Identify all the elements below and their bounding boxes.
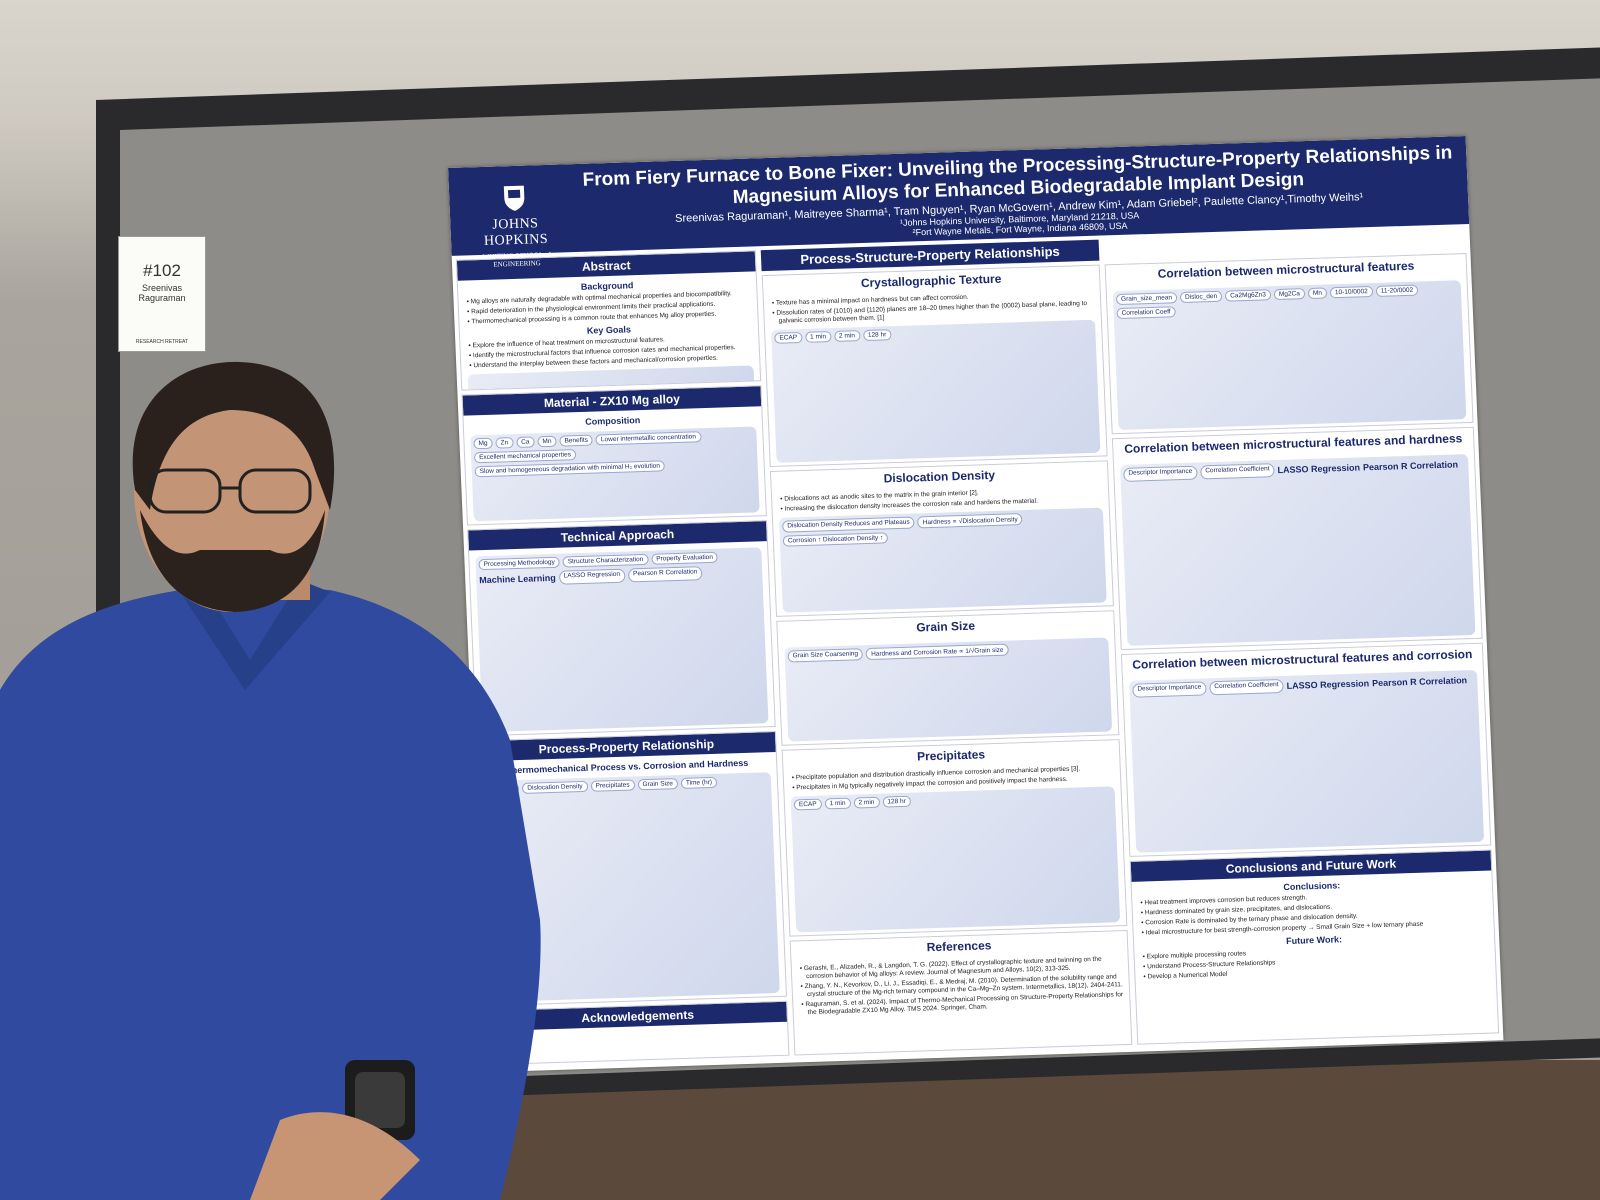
- poster-columns: AbstractBackgroundMg alloys are naturall…: [452, 224, 1504, 1069]
- poster-section: Dislocation DensityDislocations act as a…: [769, 460, 1114, 617]
- figure-label: Lower intermetallic concentration: [595, 431, 702, 446]
- subheading: LASSO Regression: [1286, 678, 1370, 691]
- figure: Descriptor Importance Correlation Coeffic…: [1120, 453, 1476, 646]
- figure-label: Structure Characterization: [562, 553, 649, 568]
- section-body: Descriptor Importance Correlation Coeffic…: [1114, 447, 1482, 649]
- figure-label: 2 min: [853, 796, 880, 809]
- section-body: Precipitate population and distribution …: [784, 760, 1127, 935]
- figure-label: Time (hr): [680, 777, 718, 790]
- figure-label: Grain Size Coarsening: [787, 648, 864, 663]
- logo-name: JOHNS HOPKINS: [483, 216, 549, 249]
- figure-label: ECAP: [774, 331, 803, 344]
- figure-label: Property Evaluation: [651, 551, 719, 565]
- figure-label: 10-10/0002: [1329, 286, 1374, 299]
- poster-section: PrecipitatesPrecipitate population and d…: [781, 739, 1128, 937]
- board-sign: #102 Sreenivas Raguraman RESEARCH RETREA…: [118, 236, 206, 352]
- poster-section: Correlation between microstructural feat…: [1104, 253, 1474, 434]
- figure-label: Descriptor Importance: [1123, 465, 1198, 482]
- figure: Dislocation Density Reduces and Plateaus…: [778, 507, 1107, 613]
- section-body: Texture has a minimal impact on hardness…: [764, 286, 1107, 466]
- figure-label: Corrosion ↑ Dislocation Density ↑: [782, 532, 889, 547]
- figure-label: Disloc_den: [1179, 290, 1223, 304]
- poster-section: Correlation between microstructural feat…: [1120, 642, 1492, 858]
- subheading: Pearson R Correlation: [1371, 675, 1468, 689]
- figure-label: Hardness ∝ √Dislocation Density: [917, 513, 1023, 529]
- poster-column: Process-Structure-Property Relationships…: [760, 239, 1133, 1056]
- figure-label: Hardness and Corrosion Rate ∝ 1/√Grain s…: [865, 643, 1009, 660]
- figure: Grain Size Coarsening Hardness and Corros…: [784, 637, 1113, 742]
- subheading: Pearson R Correlation: [1362, 458, 1459, 472]
- section-body: Conclusions:Heat treatment improves corr…: [1131, 871, 1498, 1044]
- subheading: LASSO Regression: [1277, 462, 1361, 475]
- figure: ECAP 1 min 2 min 128 hr: [790, 786, 1121, 933]
- logo-shield: [503, 185, 525, 211]
- section-body: Grain_size_mean Disloc_den Ca2Mg6Zn3 Mg2Ca M…: [1106, 274, 1472, 433]
- poster-section: Conclusions and Future WorkConclusions:H…: [1129, 849, 1500, 1045]
- poster-section: ReferencesGerashi, E., Alizadeh, R., & L…: [789, 929, 1133, 1056]
- presenter: [0, 361, 541, 1200]
- figure-label: Correlation Coefficient: [1200, 462, 1275, 480]
- figure-label: Benefits: [559, 434, 594, 447]
- poster: JOHNS HOPKINS WHITING SCHOOL of ENGINEER…: [448, 136, 1504, 1073]
- figure-label: Grain_size_mean: [1115, 292, 1178, 306]
- sign-footer: RESEARCH RETREAT: [135, 339, 189, 345]
- section-body: Descriptor Importance Correlation Coeffic…: [1123, 664, 1490, 856]
- figure-label: Correlation Coefficient: [1209, 679, 1284, 696]
- figure-label: 128 hr: [882, 795, 912, 808]
- poster-section: Crystallographic TextureTexture has a mi…: [761, 264, 1108, 468]
- figure-label: 11-20/0002: [1375, 284, 1419, 297]
- poster-column: Correlation between microstructural feat…: [1104, 228, 1500, 1045]
- figure: Grain_size_mean Disloc_den Ca2Mg6Zn3 Mg2Ca M…: [1112, 280, 1467, 430]
- section-body: Grain Size Coarsening Hardness and Corros…: [778, 631, 1118, 745]
- poster-section: Correlation between microstructural feat…: [1111, 426, 1483, 651]
- figure-label: Ca2Mg6Zn3: [1224, 289, 1272, 302]
- figure-label: Precipitates: [590, 779, 635, 793]
- figure-label: Mg2Ca: [1273, 288, 1306, 301]
- section-body: Gerashi, E., Alizadeh, R., & Langdon, T.…: [792, 951, 1132, 1054]
- figure-label: 2 min: [833, 330, 861, 342]
- figure-label: ECAP: [793, 798, 822, 811]
- logo: JOHNS HOPKINS WHITING SCHOOL of ENGINEER…: [459, 182, 572, 269]
- figure-label: 1 min: [824, 797, 851, 810]
- figure: Descriptor Importance Correlation Coeffic…: [1129, 670, 1485, 853]
- figure-label: LASSO Regression: [558, 568, 626, 585]
- figure-label: Grain Size: [637, 778, 679, 791]
- figure-label: 1 min: [804, 331, 832, 343]
- figure: ECAP 1 min 2 min 128 hr: [771, 319, 1101, 463]
- figure-label: Descriptor Importance: [1132, 681, 1207, 698]
- sign-number: #102: [143, 261, 181, 280]
- figure-label: Dislocation Density Reduces and Plateaus: [782, 516, 915, 533]
- figure-label: 128 hr: [862, 329, 892, 342]
- figure-label: Pearson R Correlation: [627, 566, 703, 583]
- figure-label: Mn: [1307, 287, 1328, 300]
- figure-label: Correlation Coeff: [1116, 306, 1176, 320]
- poster-header: JOHNS HOPKINS WHITING SCHOOL of ENGINEER…: [448, 136, 1470, 269]
- poster-section: Grain Size Grain Size Coarsening Hardness …: [776, 610, 1120, 746]
- section-body: Dislocations act as anodic sites to the …: [772, 481, 1113, 615]
- sign-name: Sreenivas Raguraman: [138, 283, 186, 303]
